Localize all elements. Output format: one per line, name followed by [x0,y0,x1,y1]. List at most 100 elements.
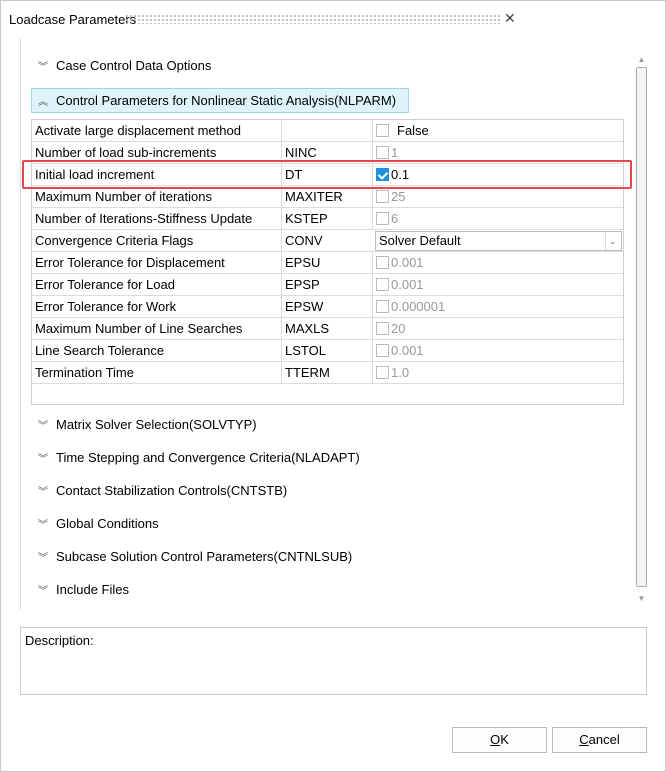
checkbox[interactable] [376,344,389,357]
table-row: Error Tolerance for Load EPSP 0.001 [32,274,623,296]
parameters-panel [20,38,647,610]
section-matrix-solver-selection-solvtyp[interactable]: ︾ Matrix Solver Selection(SOLVTYP) [38,417,257,432]
checkbox[interactable] [376,190,389,203]
value-text: 0.000001 [391,299,446,314]
table-row: Error Tolerance for Displacement EPSU 0.00… [32,252,623,274]
checkbox[interactable] [376,300,389,313]
value-cell[interactable]: 25 [372,186,623,207]
ok-label: K [500,732,509,747]
table-row: Line Search Tolerance LSTOL 0.001 [32,340,623,362]
value-cell[interactable]: 20 [372,318,623,339]
chevron-double-down-icon: ︾ [38,553,48,564]
value-text: 0.001 [391,255,424,270]
section-subcase-solution-control-parameters-cntnlsub[interactable]: ︾ Subcase Solution Control Parameters(CNT… [38,549,352,564]
param-label: Maximum Number of Line Searches [35,321,243,336]
chevron-double-down-icon: ︾ [38,454,48,465]
value-text: 6 [391,211,399,226]
value-cell[interactable]: 0.1 [372,164,623,185]
param-code: TTERM [281,362,372,383]
table-row: Number of load sub-increments NINC 1 [32,142,623,164]
checkbox[interactable] [376,322,389,335]
section-global-conditions[interactable]: ︾ Global Conditions [38,516,159,531]
param-label: Line Search Tolerance [35,343,165,358]
param-code [281,120,372,141]
value-text[interactable]: 0.1 [391,167,410,182]
value-cell[interactable]: 0.001 [372,274,623,295]
param-code: EPSW [281,296,372,317]
value-cell[interactable]: 6 [372,208,623,229]
table-row: Maximum Number of iterations MAXITER 25 [32,186,623,208]
ok-button[interactable]: OK [452,727,547,753]
value-text[interactable]: False [397,123,429,138]
checkbox[interactable] [376,212,389,225]
section-nlparm[interactable]: ︽ Control Parameters for Nonlinear Stati… [31,88,409,113]
chevron-double-down-icon: ︾ [38,487,48,498]
param-label: Error Tolerance for Displacement [35,255,225,270]
param-label: Number of load sub-increments [35,145,217,160]
table-row: Initial load increment DT 0.1 [32,164,623,186]
section-label: Global Conditions [56,516,159,531]
value-text: 20 [391,321,406,336]
section-label: Control Parameters for Nonlinear Static … [56,93,397,108]
chevron-double-up-icon: ︽ [38,97,48,108]
param-code: LSTOL [281,340,372,361]
value-text: 25 [391,189,406,204]
param-label: Termination Time [35,365,134,380]
nlparm-table: Activate large displacement method False N… [31,119,624,405]
drag-handle[interactable] [125,14,501,24]
value-cell[interactable]: 0.000001 [372,296,623,317]
checkbox[interactable] [376,124,389,137]
value-text: 1 [391,145,399,160]
param-code: EPSP [281,274,372,295]
param-code: CONV [281,230,372,251]
checkbox[interactable] [376,146,389,159]
table-row: Number of Iterations-Stiffness Update KST… [32,208,623,230]
value-cell[interactable]: 1 [372,142,623,163]
description-label: Description: [25,633,94,648]
chevron-down-icon[interactable]: ⌄ [605,232,619,250]
value-cell[interactable]: 0.001 [372,252,623,273]
value-cell[interactable]: 1.0 [372,362,623,383]
param-code: MAXITER [281,186,372,207]
param-label: Error Tolerance for Load [35,277,175,292]
section-label: Case Control Data Options [56,58,212,73]
param-label: Error Tolerance for Work [35,299,177,314]
conv-combo[interactable]: Solver Default ⌄ [375,231,622,251]
param-label: Initial load increment [35,167,155,182]
checkbox[interactable] [376,256,389,269]
param-code: MAXLS [281,318,372,339]
section-time-stepping-and-convergence-criteria-nladapt[interactable]: ︾ Time Stepping and Convergence Criteria(… [38,450,360,465]
table-row: Activate large displacement method False [32,120,623,142]
cancel-label: ancel [588,732,620,747]
section-label: Matrix Solver Selection(SOLVTYP) [56,417,257,432]
section-label: Subcase Solution Control Parameters(CNTN… [56,549,353,564]
table-row: Convergence Criteria Flags CONV Solver Def… [32,230,623,252]
close-icon[interactable]: ✕ [504,10,516,26]
scroll-down-icon[interactable]: ▼ [637,594,646,603]
value-cell[interactable]: False [372,120,623,141]
scrollbar-thumb[interactable] [636,67,647,587]
param-label: Maximum Number of iterations [35,189,212,204]
chevron-double-down-icon: ︾ [38,586,48,597]
checkbox[interactable] [376,168,389,181]
section-label: Contact Stabilization Controls(CNTSTB) [56,483,288,498]
param-label: Convergence Criteria Flags [35,233,194,248]
chevron-double-down-icon: ︾ [38,520,48,531]
section-label: Time Stepping and Convergence Criteria(N… [56,450,360,465]
value-cell[interactable]: 0.001 [372,340,623,361]
param-label: Activate large displacement method [35,123,241,138]
section-contact-stabilization-controls-cntstb[interactable]: ︾ Contact Stabilization Controls(CNTSTB) [38,483,287,498]
section-case-control-data-options[interactable]: ︾ Case Control Data Options [38,58,211,73]
cancel-button[interactable]: Cancel [552,727,647,753]
cancel-mnemonic: C [579,732,589,747]
combo-value: Solver Default [379,233,461,248]
value-text: 1.0 [391,365,410,380]
scroll-up-icon[interactable]: ▲ [637,55,646,64]
checkbox[interactable] [376,278,389,291]
vertical-scrollbar[interactable]: ▲ ▼ [636,55,647,603]
description-box: Description: [20,627,647,695]
param-code: DT [281,164,372,185]
section-include-files[interactable]: ︾ Include Files [38,582,129,597]
value-text: 0.001 [391,343,424,358]
checkbox[interactable] [376,366,389,379]
